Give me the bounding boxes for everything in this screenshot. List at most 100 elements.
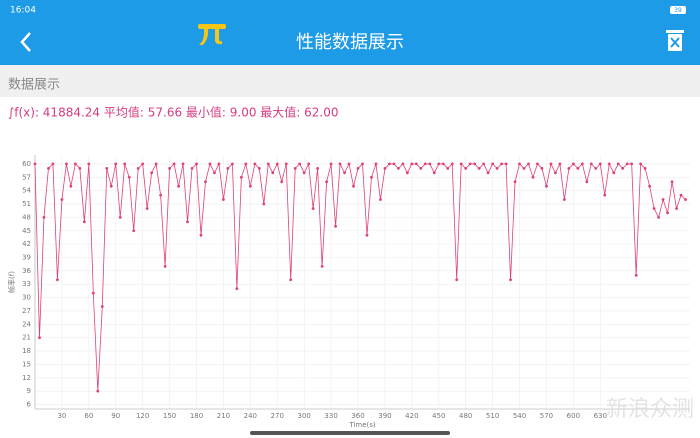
app-title: 性能数据展示 xyxy=(296,32,404,53)
data-point xyxy=(675,207,678,210)
data-point xyxy=(248,184,252,188)
y-tick-label: 21 xyxy=(22,334,31,342)
app-logo xyxy=(198,24,226,45)
data-point xyxy=(396,166,400,170)
data-point xyxy=(522,166,526,170)
y-tick-label: 57 xyxy=(22,173,31,181)
data-point xyxy=(271,171,275,175)
y-tick-label: 27 xyxy=(22,307,31,315)
y-tick-label: 12 xyxy=(22,374,31,382)
y-tick-label: 51 xyxy=(22,200,31,208)
x-tick-label: 180 xyxy=(190,412,203,420)
data-point xyxy=(428,162,432,166)
data-point xyxy=(87,162,91,166)
data-point xyxy=(477,166,481,170)
data-point xyxy=(136,166,140,170)
data-point xyxy=(239,175,243,179)
data-point xyxy=(235,287,239,291)
data-point xyxy=(154,162,158,166)
data-point xyxy=(73,162,77,166)
data-point xyxy=(432,171,436,175)
data-point xyxy=(500,162,503,166)
status-bar xyxy=(0,0,700,20)
data-point xyxy=(576,166,580,170)
data-point xyxy=(598,162,602,166)
y-tick-label: 39 xyxy=(22,253,31,261)
y-tick-label: 54 xyxy=(22,187,31,195)
data-point xyxy=(648,184,652,188)
y-tick-label: 18 xyxy=(22,347,31,355)
data-point xyxy=(607,162,611,166)
data-point xyxy=(42,215,46,219)
y-tick-label: 6 xyxy=(27,401,32,409)
data-point xyxy=(495,166,499,170)
x-tick-label: 270 xyxy=(271,412,284,420)
data-point xyxy=(370,175,373,179)
data-point xyxy=(199,233,203,237)
data-point xyxy=(217,162,221,166)
data-point xyxy=(343,171,346,175)
y-axis-label: 帧率(f) xyxy=(7,271,16,293)
data-point xyxy=(482,162,486,166)
data-point xyxy=(468,162,472,166)
data-line xyxy=(34,162,686,392)
x-tick-label: 420 xyxy=(405,412,418,420)
data-point xyxy=(567,166,571,170)
data-point xyxy=(334,224,337,228)
data-point xyxy=(266,162,270,166)
data-point xyxy=(284,162,288,166)
data-point xyxy=(513,180,517,184)
data-point xyxy=(571,162,575,166)
data-point xyxy=(621,166,625,170)
battery-icon xyxy=(670,6,686,14)
data-point xyxy=(78,166,82,170)
data-point xyxy=(65,162,68,166)
data-point xyxy=(504,162,508,166)
data-point xyxy=(392,162,396,166)
y-tick-label: 30 xyxy=(22,294,31,302)
data-point xyxy=(554,171,557,175)
data-point xyxy=(145,207,149,210)
watermark: 新浪众测 xyxy=(606,397,694,422)
x-tick-label: 480 xyxy=(459,412,472,420)
data-point xyxy=(446,166,450,170)
data-point xyxy=(253,162,257,166)
data-point xyxy=(47,166,50,170)
data-point xyxy=(51,162,55,166)
data-point xyxy=(388,162,391,166)
y-tick-label: 60 xyxy=(22,160,31,168)
data-point xyxy=(679,193,683,197)
x-tick-label: 450 xyxy=(432,412,445,420)
x-tick-label: 510 xyxy=(486,412,499,420)
data-point xyxy=(262,202,266,206)
x-tick-label: 210 xyxy=(217,412,230,420)
x-tick-label: 90 xyxy=(111,412,120,420)
data-point xyxy=(208,162,212,166)
data-point xyxy=(585,180,589,184)
nav-indicator[interactable] xyxy=(250,431,450,435)
data-point xyxy=(168,166,171,170)
data-point xyxy=(603,193,607,197)
delete-button[interactable] xyxy=(666,30,684,51)
data-point xyxy=(562,198,566,201)
x-tick-label: 150 xyxy=(163,412,176,420)
data-point xyxy=(634,273,638,277)
data-point xyxy=(230,162,234,166)
data-point xyxy=(356,166,360,170)
data-point xyxy=(159,193,163,197)
data-point xyxy=(289,278,293,282)
data-point xyxy=(419,166,423,170)
data-point xyxy=(186,220,189,224)
data-point xyxy=(652,207,656,210)
data-point xyxy=(60,198,64,201)
data-point xyxy=(56,278,59,282)
data-point xyxy=(616,162,620,166)
data-point xyxy=(105,166,109,170)
data-point xyxy=(437,162,441,166)
data-point xyxy=(338,162,342,166)
data-point xyxy=(172,162,176,166)
data-point xyxy=(325,180,329,184)
back-button[interactable] xyxy=(20,32,31,52)
data-point xyxy=(589,162,593,166)
data-point xyxy=(298,162,302,166)
